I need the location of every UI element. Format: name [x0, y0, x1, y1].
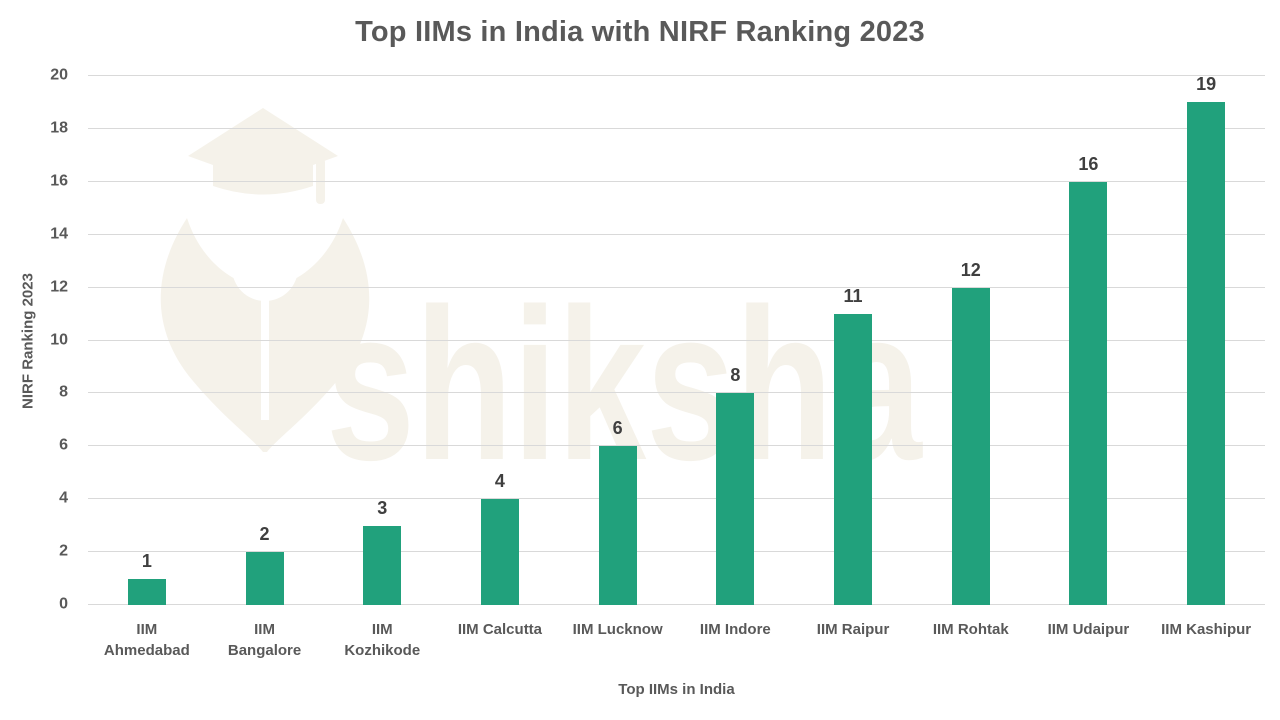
gridline-y-18	[88, 127, 1265, 129]
gridline-y-12	[88, 286, 1265, 288]
y-tick-label-4: 4	[59, 489, 68, 507]
y-tick-label-12: 12	[50, 278, 68, 296]
y-tick-label-6: 6	[59, 436, 68, 454]
bar-iim-kozhikode	[363, 525, 402, 605]
value-label-iim-ahmedabad: 1	[141, 550, 152, 571]
gridline-y-16	[88, 180, 1265, 182]
gridline-y-14	[88, 233, 1265, 235]
gridline-y-10	[88, 339, 1265, 341]
y-axis-title: NIRF Ranking 2023	[19, 273, 37, 409]
x-tick-label-iim-kashipur: IIM Kashipur	[1161, 621, 1252, 638]
x-tick-label-iim-udaipur: IIM Udaipur	[1047, 621, 1130, 638]
chart-title: Top IIMs in India with NIRF Ranking 2023	[355, 16, 925, 48]
gridline-y-0	[88, 604, 1265, 605]
bar-iim-indore	[716, 393, 755, 605]
value-label-iim-lucknow: 6	[612, 418, 623, 439]
x-tick-label-iim-rohtak: IIM Rohtak	[932, 621, 1009, 638]
bar-iim-udaipur	[1069, 181, 1108, 605]
gridline-y-8	[88, 392, 1265, 394]
y-tick-label-18: 18	[50, 119, 68, 137]
bar-iim-raipur	[834, 314, 873, 605]
y-tick-label-16: 16	[50, 172, 68, 190]
y-tick-label-8: 8	[59, 384, 68, 402]
y-tick-label-10: 10	[50, 331, 68, 349]
bar-iim-calcutta	[480, 499, 519, 605]
value-label-iim-kashipur: 19	[1196, 74, 1217, 95]
x-tick-label-iim-raipur: IIM Raipur	[816, 621, 890, 638]
value-label-iim-bangalore: 2	[259, 524, 270, 545]
gridline-y-2	[88, 551, 1265, 553]
bar-iim-lucknow	[598, 446, 637, 605]
value-label-iim-rohtak: 12	[960, 259, 981, 280]
x-tick-label-iim-ahmedabad: IIM Ahmedabad	[103, 621, 190, 659]
y-tick-label-0: 0	[59, 595, 68, 613]
y-tick-label-14: 14	[50, 225, 68, 243]
bar-iim-ahmedabad	[127, 578, 166, 605]
value-label-iim-raipur: 11	[843, 286, 863, 307]
value-label-iim-kozhikode: 3	[377, 497, 388, 518]
bar-iim-kashipur	[1187, 102, 1226, 605]
bar-iim-bangalore	[245, 552, 284, 605]
gridline-y-4	[88, 498, 1265, 500]
value-label-iim-indore: 8	[730, 365, 741, 386]
x-tick-label-iim-indore: IIM Indore	[699, 621, 771, 638]
y-tick-label-2: 2	[59, 542, 68, 560]
x-axis-title: Top IIMs in India	[618, 681, 735, 698]
y-tick-label-20: 20	[50, 66, 68, 84]
x-tick-label-iim-kozhikode: IIM Kozhikode	[344, 621, 421, 659]
x-tick-label-iim-bangalore: IIM Bangalore	[227, 621, 302, 659]
bar-iim-rohtak	[951, 287, 990, 605]
x-tick-label-iim-calcutta: IIM Calcutta	[457, 621, 543, 638]
plot-area: 0 2 4 6 8 10 12 14 16 18 20 1 IIM Ahmedabad 2 IIM Bang…	[50, 67, 1265, 659]
gridline-y-6	[88, 445, 1265, 447]
value-label-iim-calcutta: 4	[494, 471, 505, 492]
x-tick-label-iim-lucknow: IIM Lucknow	[572, 621, 663, 638]
value-label-iim-udaipur: 16	[1078, 153, 1099, 174]
gridline-y-20	[88, 75, 1265, 76]
